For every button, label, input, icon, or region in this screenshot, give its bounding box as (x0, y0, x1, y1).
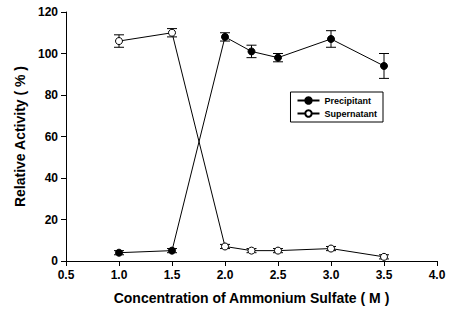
svg-text:20: 20 (45, 213, 59, 227)
svg-text:4.0: 4.0 (429, 268, 446, 282)
svg-text:120: 120 (38, 5, 58, 19)
svg-text:Relative Activity ( % ): Relative Activity ( % ) (12, 66, 28, 207)
svg-text:80: 80 (45, 88, 59, 102)
svg-text:2.0: 2.0 (217, 268, 234, 282)
svg-text:Concentration of Ammonium Sulf: Concentration of Ammonium Sulfate ( M ) (114, 290, 390, 306)
svg-text:1.5: 1.5 (164, 268, 181, 282)
svg-text:Precipitant: Precipitant (324, 96, 371, 106)
svg-text:100: 100 (38, 47, 58, 61)
svg-text:Supernatant: Supernatant (324, 109, 377, 119)
svg-text:2.5: 2.5 (270, 268, 287, 282)
svg-text:3.5: 3.5 (376, 268, 393, 282)
svg-text:0: 0 (51, 254, 58, 268)
svg-text:3.0: 3.0 (323, 268, 340, 282)
svg-text:0.5: 0.5 (58, 268, 75, 282)
svg-text:60: 60 (45, 130, 59, 144)
svg-text:1.0: 1.0 (111, 268, 128, 282)
svg-text:40: 40 (45, 171, 59, 185)
